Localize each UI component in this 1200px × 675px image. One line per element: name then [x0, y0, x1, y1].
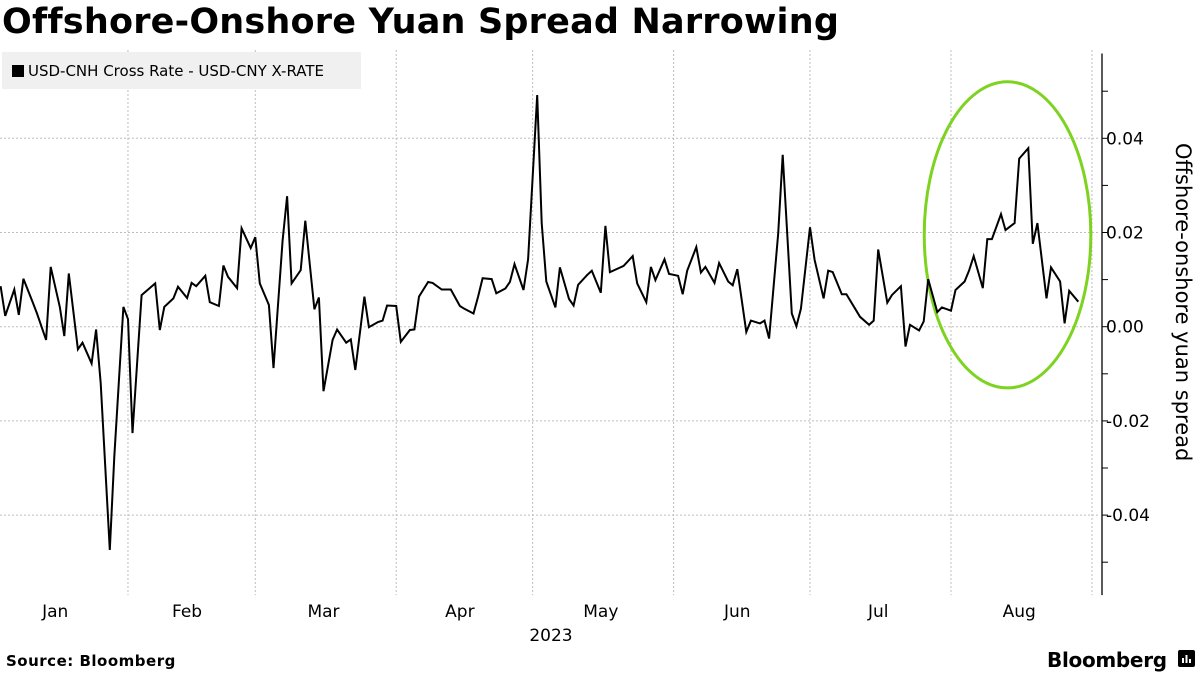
source-note: Source: Bloomberg [6, 652, 176, 670]
x-tick-label: Jun [723, 602, 751, 622]
y-axis-label: Offshore-onshore yuan spread [1171, 143, 1195, 461]
y-tick-label: 0.00 [1106, 318, 1144, 338]
y-tick-label: -0.04 [1106, 506, 1150, 526]
y-tick-label: 0.02 [1106, 224, 1144, 244]
x-tick-label: Apr [445, 602, 474, 622]
bloomberg-logo: Bloomberg [1047, 648, 1167, 672]
y-tick-label: -0.02 [1106, 412, 1150, 432]
x-axis-year-label: 2023 [529, 626, 572, 646]
chart-title: Offshore-Onshore Yuan Spread Narrowing [2, 2, 840, 42]
y-tick-label: 0.04 [1106, 129, 1144, 149]
highlight-ellipse [922, 80, 1093, 390]
series-layer [0, 94, 1080, 551]
series-line [0, 94, 1080, 551]
x-tick-label: Jan [41, 602, 68, 622]
x-tick-label: Jul [867, 602, 889, 622]
legend-swatch [12, 64, 24, 77]
x-tick-label: Aug [1003, 602, 1036, 622]
legend-label: USD-CNH Cross Rate - USD-CNY X-RATE [28, 61, 325, 80]
gridlines [0, 50, 1100, 596]
x-tick-label: Feb [172, 602, 202, 622]
x-axis: Jan Feb Mar Apr May Jun Jul Aug [41, 602, 1036, 622]
y-axis: 0.04 0.02 0.00 -0.02 -0.04 [1101, 53, 1150, 596]
legend: USD-CNH Cross Rate - USD-CNY X-RATE [2, 52, 361, 89]
highlight-layer [922, 80, 1093, 390]
bloomberg-chart-icon [1178, 650, 1195, 667]
x-tick-label: May [583, 602, 618, 622]
x-tick-label: Mar [307, 602, 339, 622]
